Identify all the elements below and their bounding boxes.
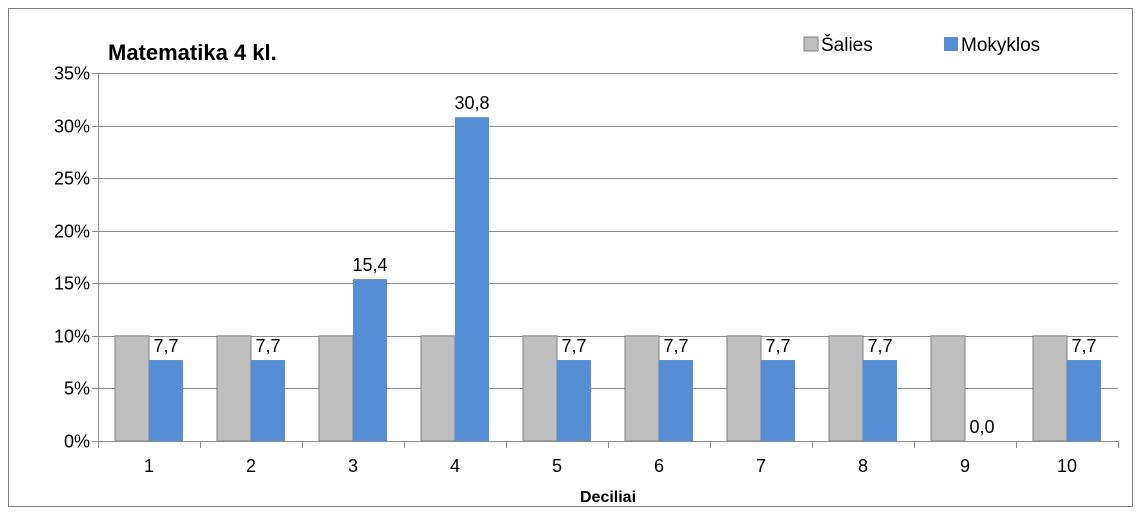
bar-mokyklos-8 [863, 360, 897, 441]
bar-salies-6 [624, 335, 660, 442]
y-tick-label: 15% [54, 274, 90, 294]
data-label-4: 30,8 [454, 93, 489, 113]
data-label-6: 7,7 [663, 336, 688, 356]
x-tick-label: 2 [246, 456, 256, 476]
legend-swatch-mokyklos [944, 37, 958, 51]
data-label-7: 7,7 [765, 336, 790, 356]
bar-salies-7 [726, 335, 762, 442]
data-label-1: 7,7 [153, 336, 178, 356]
y-tick-label: 30% [54, 117, 90, 137]
data-labels: 7,7 7,7 15,4 30,8 7,7 7,7 7,7 7,7 0,0 7,7 [153, 93, 1096, 437]
bar-mokyklos-5 [557, 360, 591, 441]
y-tick-label: 10% [54, 327, 90, 347]
y-tick-label: 0% [64, 432, 90, 452]
y-tick-label: 5% [64, 379, 90, 399]
bar-salies-5 [522, 335, 558, 442]
bars [114, 117, 1101, 442]
axes: 0% 5% 10% 15% 20% 25% 30% 35% 1 2 3 4 5 6 7 8 9 10 [54, 64, 1119, 476]
bar-mokyklos-3 [353, 279, 387, 441]
x-tick-label: 7 [756, 456, 766, 476]
data-label-2: 7,7 [255, 336, 280, 356]
bar-salies-8 [828, 335, 864, 442]
bar-salies-1 [114, 335, 150, 442]
x-tick-label: 6 [654, 456, 664, 476]
bar-salies-4 [420, 335, 456, 442]
data-label-5: 7,7 [561, 336, 586, 356]
x-tick-label: 3 [348, 456, 358, 476]
bar-mokyklos-6 [659, 360, 693, 441]
data-label-8: 7,7 [867, 336, 892, 356]
bar-mokyklos-10 [1067, 360, 1101, 441]
y-tick-label: 25% [54, 169, 90, 189]
x-tick-label: 5 [552, 456, 562, 476]
legend-label-mokyklos: Mokyklos [961, 35, 1040, 56]
x-tick-label: 8 [858, 456, 868, 476]
data-label-10: 7,7 [1071, 336, 1096, 356]
x-tick-label: 9 [960, 456, 970, 476]
bar-salies-2 [216, 335, 252, 442]
data-label-9: 0,0 [969, 417, 994, 437]
bar-salies-9 [930, 335, 966, 442]
y-tick-label: 35% [54, 64, 90, 84]
x-tick-label: 10 [1057, 456, 1077, 476]
bar-salies-10 [1032, 335, 1068, 442]
legend-label-salies: Šalies [821, 34, 873, 56]
bar-mokyklos-4 [455, 117, 489, 441]
bar-mokyklos-2 [251, 360, 285, 441]
legend: Šalies Mokyklos [803, 34, 1040, 56]
data-label-3: 15,4 [352, 255, 387, 275]
chart-title: Matematika 4 kl. [108, 40, 277, 65]
bar-salies-3 [318, 335, 354, 442]
legend-swatch-salies [803, 36, 819, 52]
y-tick-label: 20% [54, 222, 90, 242]
bar-mokyklos-7 [761, 360, 795, 441]
x-axis-title: Deciliai [580, 489, 636, 506]
x-tick-label: 1 [144, 456, 154, 476]
x-tick-label: 4 [450, 456, 460, 476]
bar-mokyklos-1 [149, 360, 183, 441]
